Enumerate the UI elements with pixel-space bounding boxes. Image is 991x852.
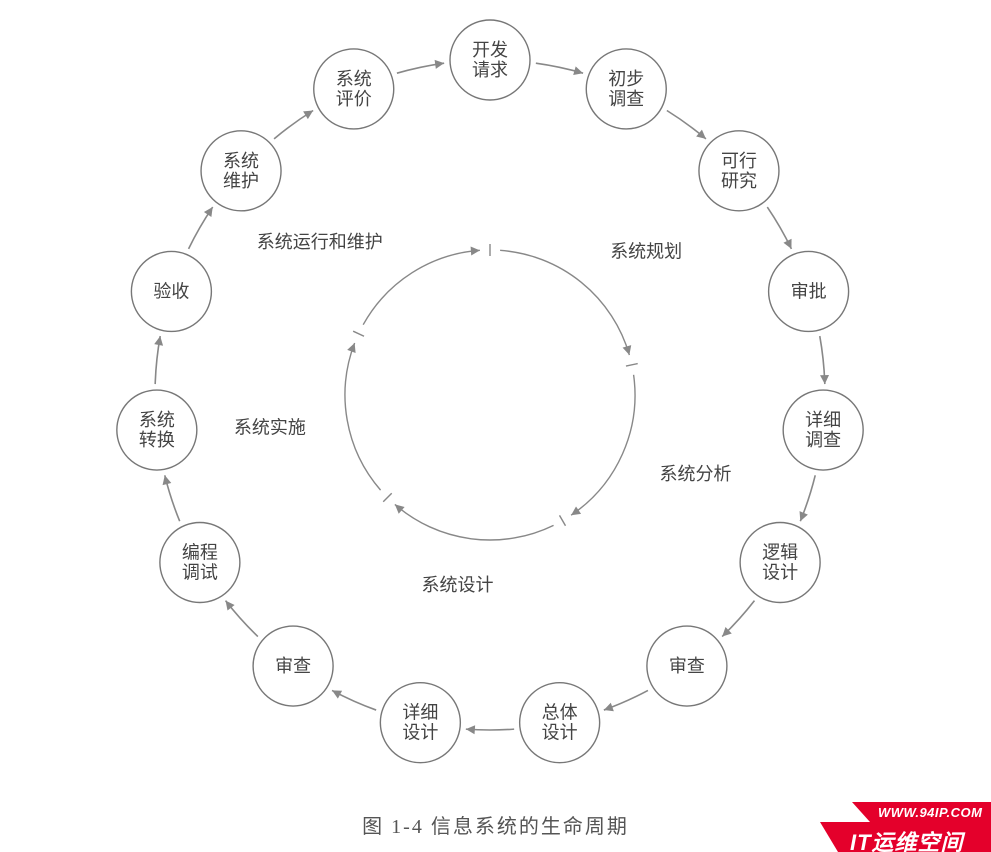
watermark-main-text: IT运维空间 (850, 825, 964, 852)
watermark-url-text: WWW.94IP.COM (878, 805, 982, 820)
watermark-main-bg (0, 0, 991, 852)
